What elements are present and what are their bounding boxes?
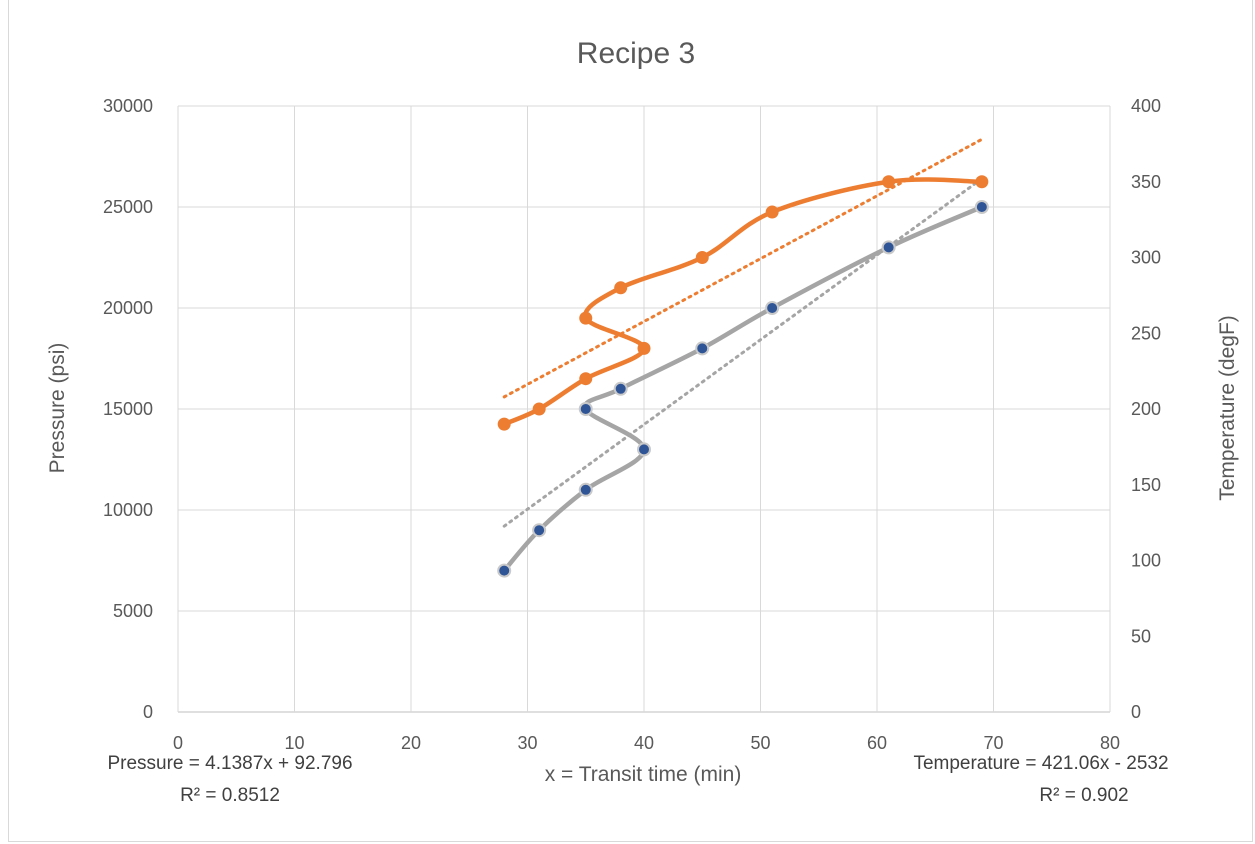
data-point bbox=[765, 205, 779, 219]
temperature-r-squared: R² = 0.902 bbox=[1039, 785, 1128, 806]
y-right-tick-label: 350 bbox=[1131, 172, 1161, 192]
data-point bbox=[881, 240, 896, 255]
data-point bbox=[578, 482, 593, 497]
pressure-equation: Pressure = 4.1387x + 92.796 bbox=[107, 753, 352, 774]
y-right-tick-label: 200 bbox=[1131, 399, 1161, 419]
data-point bbox=[974, 200, 989, 214]
y-right-tick-label: 250 bbox=[1131, 323, 1161, 343]
data-point bbox=[637, 442, 651, 457]
x-tick-label: 0 bbox=[173, 733, 183, 753]
data-point bbox=[614, 281, 628, 295]
data-point bbox=[532, 523, 547, 538]
y-left-axis-title: Pressure (psi) bbox=[46, 343, 69, 474]
y-right-tick-label: 400 bbox=[1131, 96, 1161, 116]
x-tick-label: 80 bbox=[1100, 733, 1120, 753]
grid bbox=[177, 105, 1111, 713]
data-point bbox=[695, 251, 709, 264]
series-group bbox=[497, 137, 989, 578]
data-point bbox=[497, 417, 511, 431]
series-line-0 bbox=[501, 204, 985, 573]
x-tick-labels: 0 10 20 30 40 50 60 70 80 bbox=[173, 733, 1120, 753]
y-right-tick-label: 150 bbox=[1131, 475, 1161, 495]
y-left-tick-label: 20000 bbox=[103, 298, 153, 318]
data-point bbox=[579, 372, 593, 386]
chart-title: Recipe 3 bbox=[577, 37, 695, 70]
y-left-tick-label: 0 bbox=[143, 702, 153, 722]
data-point bbox=[637, 341, 651, 355]
y-right-tick-label: 50 bbox=[1131, 626, 1151, 646]
y-left-tick-label: 25000 bbox=[103, 197, 153, 217]
data-point bbox=[497, 563, 512, 578]
x-tick-label: 10 bbox=[284, 733, 304, 753]
y-left-tick-label: 30000 bbox=[103, 96, 153, 116]
data-point bbox=[882, 175, 896, 189]
x-tick-label: 20 bbox=[401, 733, 421, 753]
y-left-tick-labels: 0 5000 10000 15000 20000 25000 30000 bbox=[103, 96, 153, 722]
y-left-tick-label: 15000 bbox=[103, 399, 153, 419]
x-tick-label: 50 bbox=[750, 733, 770, 753]
temperature-equation: Temperature = 421.06x - 2532 bbox=[913, 753, 1168, 774]
data-point bbox=[695, 341, 710, 356]
y-right-tick-label: 0 bbox=[1131, 702, 1141, 722]
y-right-axis-title: Temperature (degF) bbox=[1216, 315, 1239, 501]
y-right-tick-labels: 0 50 100 150 200 250 300 350 400 bbox=[1131, 96, 1161, 722]
y-left-tick-label: 10000 bbox=[103, 500, 153, 520]
data-point bbox=[579, 311, 593, 325]
data-point bbox=[765, 301, 780, 315]
y-left-tick-label: 5000 bbox=[113, 601, 153, 621]
x-tick-label: 40 bbox=[634, 733, 654, 753]
trendline-1 bbox=[502, 137, 984, 399]
chart-frame bbox=[8, 0, 1253, 842]
x-tick-label: 30 bbox=[517, 733, 537, 753]
data-point bbox=[613, 381, 628, 396]
trendline-0 bbox=[502, 177, 984, 528]
pressure-r-squared: R² = 0.8512 bbox=[180, 785, 280, 806]
series-line-1 bbox=[501, 177, 985, 427]
data-point bbox=[532, 402, 546, 416]
x-tick-label: 70 bbox=[983, 733, 1003, 753]
x-tick-label: 60 bbox=[867, 733, 887, 753]
data-point bbox=[578, 402, 593, 416]
x-axis-title: x = Transit time (min) bbox=[545, 763, 742, 786]
data-point bbox=[975, 175, 989, 189]
y-right-tick-label: 300 bbox=[1131, 248, 1161, 268]
y-right-tick-label: 100 bbox=[1131, 551, 1161, 571]
